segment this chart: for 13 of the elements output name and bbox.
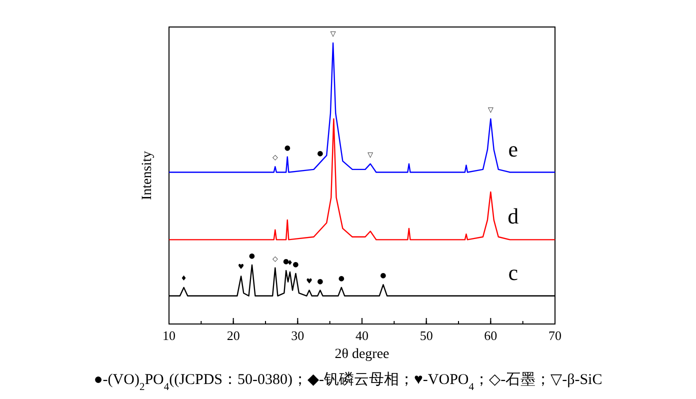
x-axis-title: 2θ degree <box>334 347 390 362</box>
x-tick-label: 40 <box>356 328 368 343</box>
x-tick-label: 10 <box>162 328 176 343</box>
text: ●-(VO)$_{2}$PO$_{4}$((JCPDS：50-0380)；◆-钒磷云母相；♥-VOPO$_{4}$；◇-石墨；▽-β-SiC <box>94 371 602 392</box>
x-tick-label: 70 <box>548 328 562 343</box>
series-label: d <box>508 204 519 229</box>
series-label: e <box>508 136 518 162</box>
series-label: c <box>508 260 518 285</box>
x-tick-label: 50 <box>420 328 433 343</box>
y-axis-title: Intensity <box>140 151 155 200</box>
x-tick-label: 60 <box>484 328 498 343</box>
x-tick-label: 30 <box>291 328 304 343</box>
x-tick-label: 20 <box>226 328 240 343</box>
